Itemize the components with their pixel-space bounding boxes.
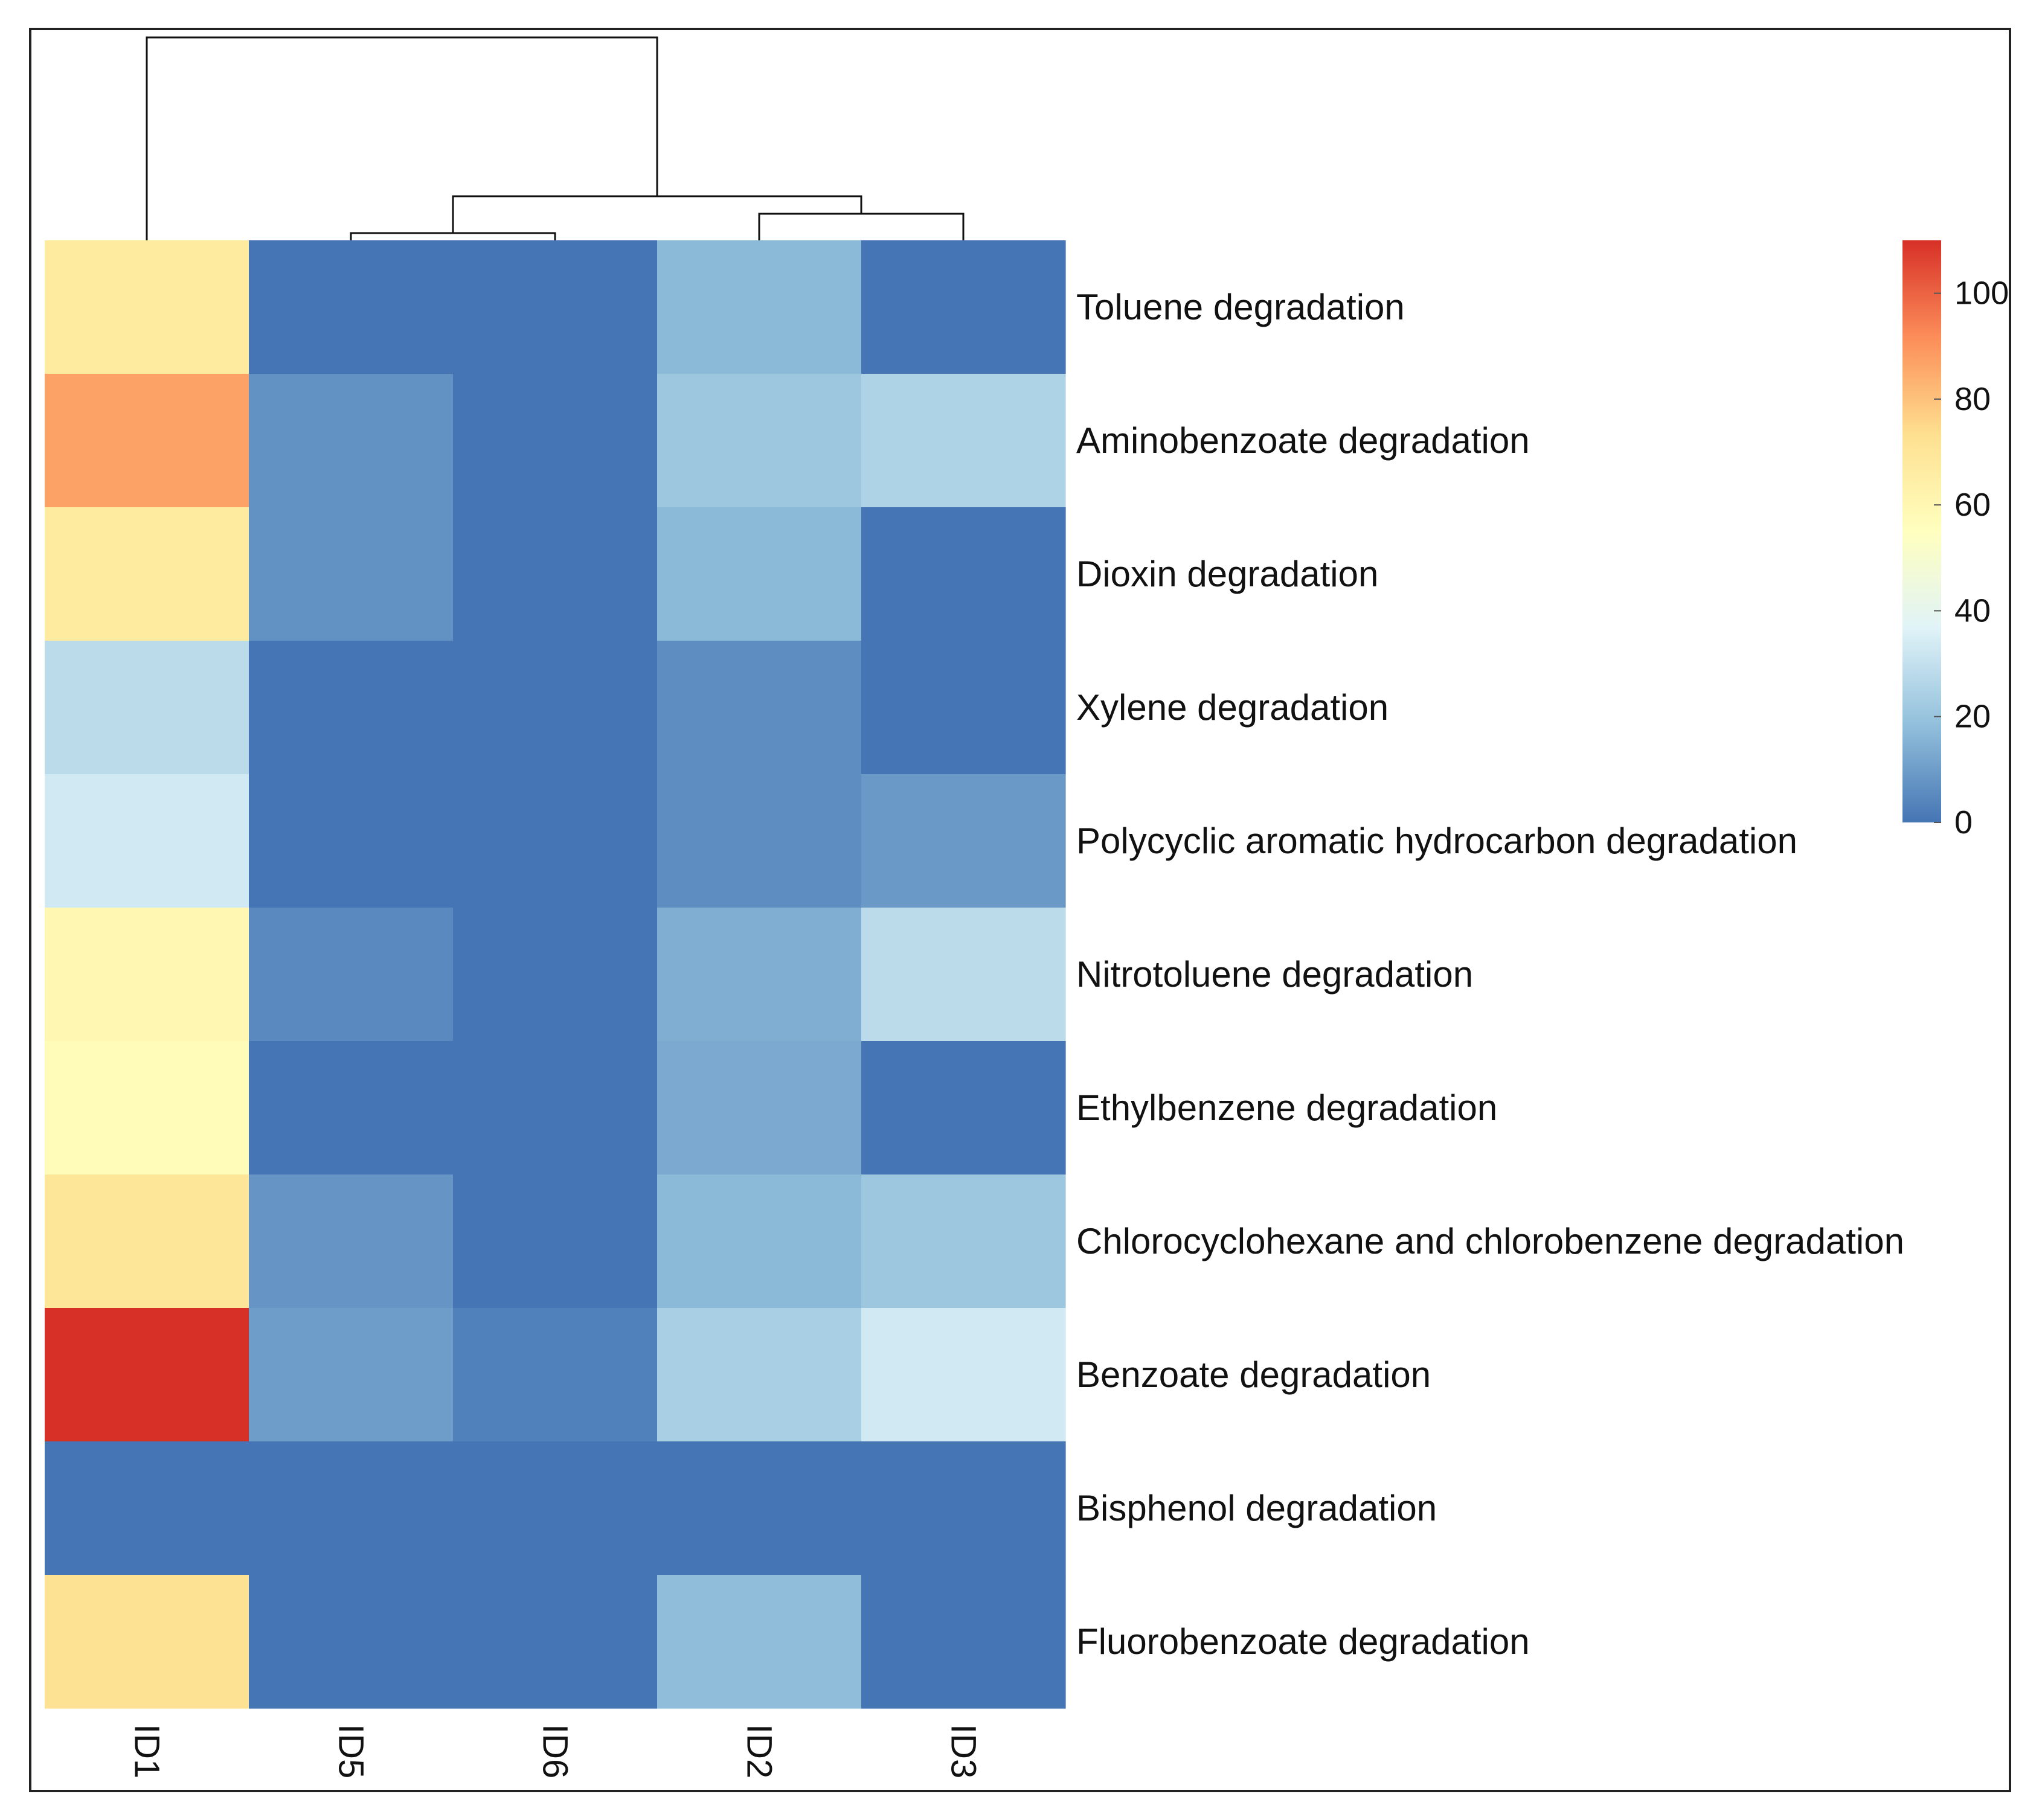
heatmap-cell — [249, 240, 454, 374]
figure-border — [29, 28, 2011, 1792]
column-dendrogram — [146, 36, 965, 240]
heatmap-cell — [453, 641, 658, 775]
heatmap-cell — [45, 1441, 249, 1575]
color-scale-label: 20 — [1954, 699, 1991, 735]
color-scale-label: 60 — [1954, 487, 1991, 523]
heatmap-cell — [249, 1441, 454, 1575]
heatmap-cell — [861, 507, 1066, 641]
heatmap-cell — [657, 1174, 862, 1309]
row-label: Fluorobenzoate degradation — [1076, 1621, 1530, 1662]
color-scale-legend: 0 20 40 60 80 100 — [1902, 240, 2009, 841]
row-label: Aminobenzoate degradation — [1076, 420, 1530, 461]
heatmap-cell — [657, 641, 862, 775]
column-label: ID1 — [127, 1724, 167, 1778]
heatmap-cell — [453, 1041, 658, 1175]
heatmap-cell — [453, 1308, 658, 1442]
color-scale-label: 0 — [1954, 804, 1973, 841]
heatmap-cell — [861, 641, 1066, 775]
heatmap-cell — [453, 374, 658, 508]
heatmap-cell — [453, 507, 658, 641]
dendrogram-link — [758, 213, 965, 240]
heatmap-cell — [657, 1041, 862, 1175]
row-label: Benzoate degradation — [1076, 1354, 1431, 1395]
dendrogram-link — [350, 232, 556, 240]
heatmap-cell — [45, 641, 249, 775]
row-labels: Toluene degradation Aminobenzoate degrada… — [1076, 287, 1904, 1662]
heatmap-cell — [45, 1174, 249, 1309]
heatmap-cell — [453, 240, 658, 374]
heatmap-cell — [861, 1575, 1066, 1709]
heatmap-cell — [861, 240, 1066, 374]
heatmap-cell — [861, 1041, 1066, 1175]
color-scale-label: 80 — [1954, 381, 1991, 417]
heatmap-cell — [657, 374, 862, 508]
heatmap-cell — [861, 1174, 1066, 1309]
heatmap-cell — [861, 1308, 1066, 1442]
row-label: Dioxin degradation — [1076, 554, 1378, 594]
row-label: Chlorocyclohexane and chlorobenzene degr… — [1076, 1221, 1904, 1261]
heatmap-cell — [45, 1041, 249, 1175]
heatmap-cell — [45, 374, 249, 508]
column-labels: ID1 ID5 ID6 ID2 ID3 — [127, 1724, 983, 1778]
heatmap-cell — [453, 774, 658, 908]
heatmap-cell — [45, 908, 249, 1042]
heatmap-cell — [45, 507, 249, 641]
heatmap-cell — [657, 1308, 862, 1442]
heatmap-cell — [453, 1575, 658, 1709]
dendrogram-link — [146, 36, 658, 240]
row-label: Xylene degradation — [1076, 687, 1389, 728]
heatmap-cell — [861, 774, 1066, 908]
row-label: Ethylbenzene degradation — [1076, 1088, 1497, 1128]
heatmap-cell — [45, 774, 249, 908]
heatmap-cell — [657, 507, 862, 641]
heatmap-cell — [249, 774, 454, 908]
column-label: ID5 — [332, 1724, 371, 1778]
heatmap-cell — [657, 908, 862, 1042]
row-label: Toluene degradation — [1076, 287, 1405, 327]
heatmap-cell — [249, 507, 454, 641]
heatmap-cell — [657, 1575, 862, 1709]
heatmap-cells — [45, 240, 1066, 1709]
heatmap-cell — [249, 1575, 454, 1709]
heatmap-cell — [249, 641, 454, 775]
column-label: ID3 — [944, 1724, 983, 1778]
heatmap-cell — [861, 1441, 1066, 1575]
row-label: Nitrotoluene degradation — [1076, 954, 1473, 995]
column-label: ID2 — [740, 1724, 779, 1778]
heatmap-cell — [45, 1575, 249, 1709]
heatmap-cell — [249, 1308, 454, 1442]
heatmap-cell — [861, 908, 1066, 1042]
heatmap-cell — [453, 908, 658, 1042]
heatmap-cell — [657, 1441, 862, 1575]
heatmap-cell — [249, 1174, 454, 1309]
heatmap-cell — [249, 374, 454, 508]
heatmap-cell — [45, 1308, 249, 1442]
heatmap-cell — [657, 240, 862, 374]
color-scale-bar — [1902, 240, 1941, 822]
heatmap-cell — [657, 774, 862, 908]
heatmap-cell — [453, 1174, 658, 1309]
color-scale-label: 100 — [1954, 275, 2009, 312]
heatmap-cell — [45, 240, 249, 374]
heatmap-cell — [453, 1441, 658, 1575]
heatmap-cell — [861, 374, 1066, 508]
heatmap-cell — [249, 1041, 454, 1175]
color-scale-label: 40 — [1954, 592, 1991, 629]
row-label: Bisphenol degradation — [1076, 1488, 1437, 1528]
column-label: ID6 — [536, 1724, 575, 1778]
heatmap-cell — [249, 908, 454, 1042]
row-label: Polycyclic aromatic hydrocarbon degradat… — [1076, 821, 1797, 861]
